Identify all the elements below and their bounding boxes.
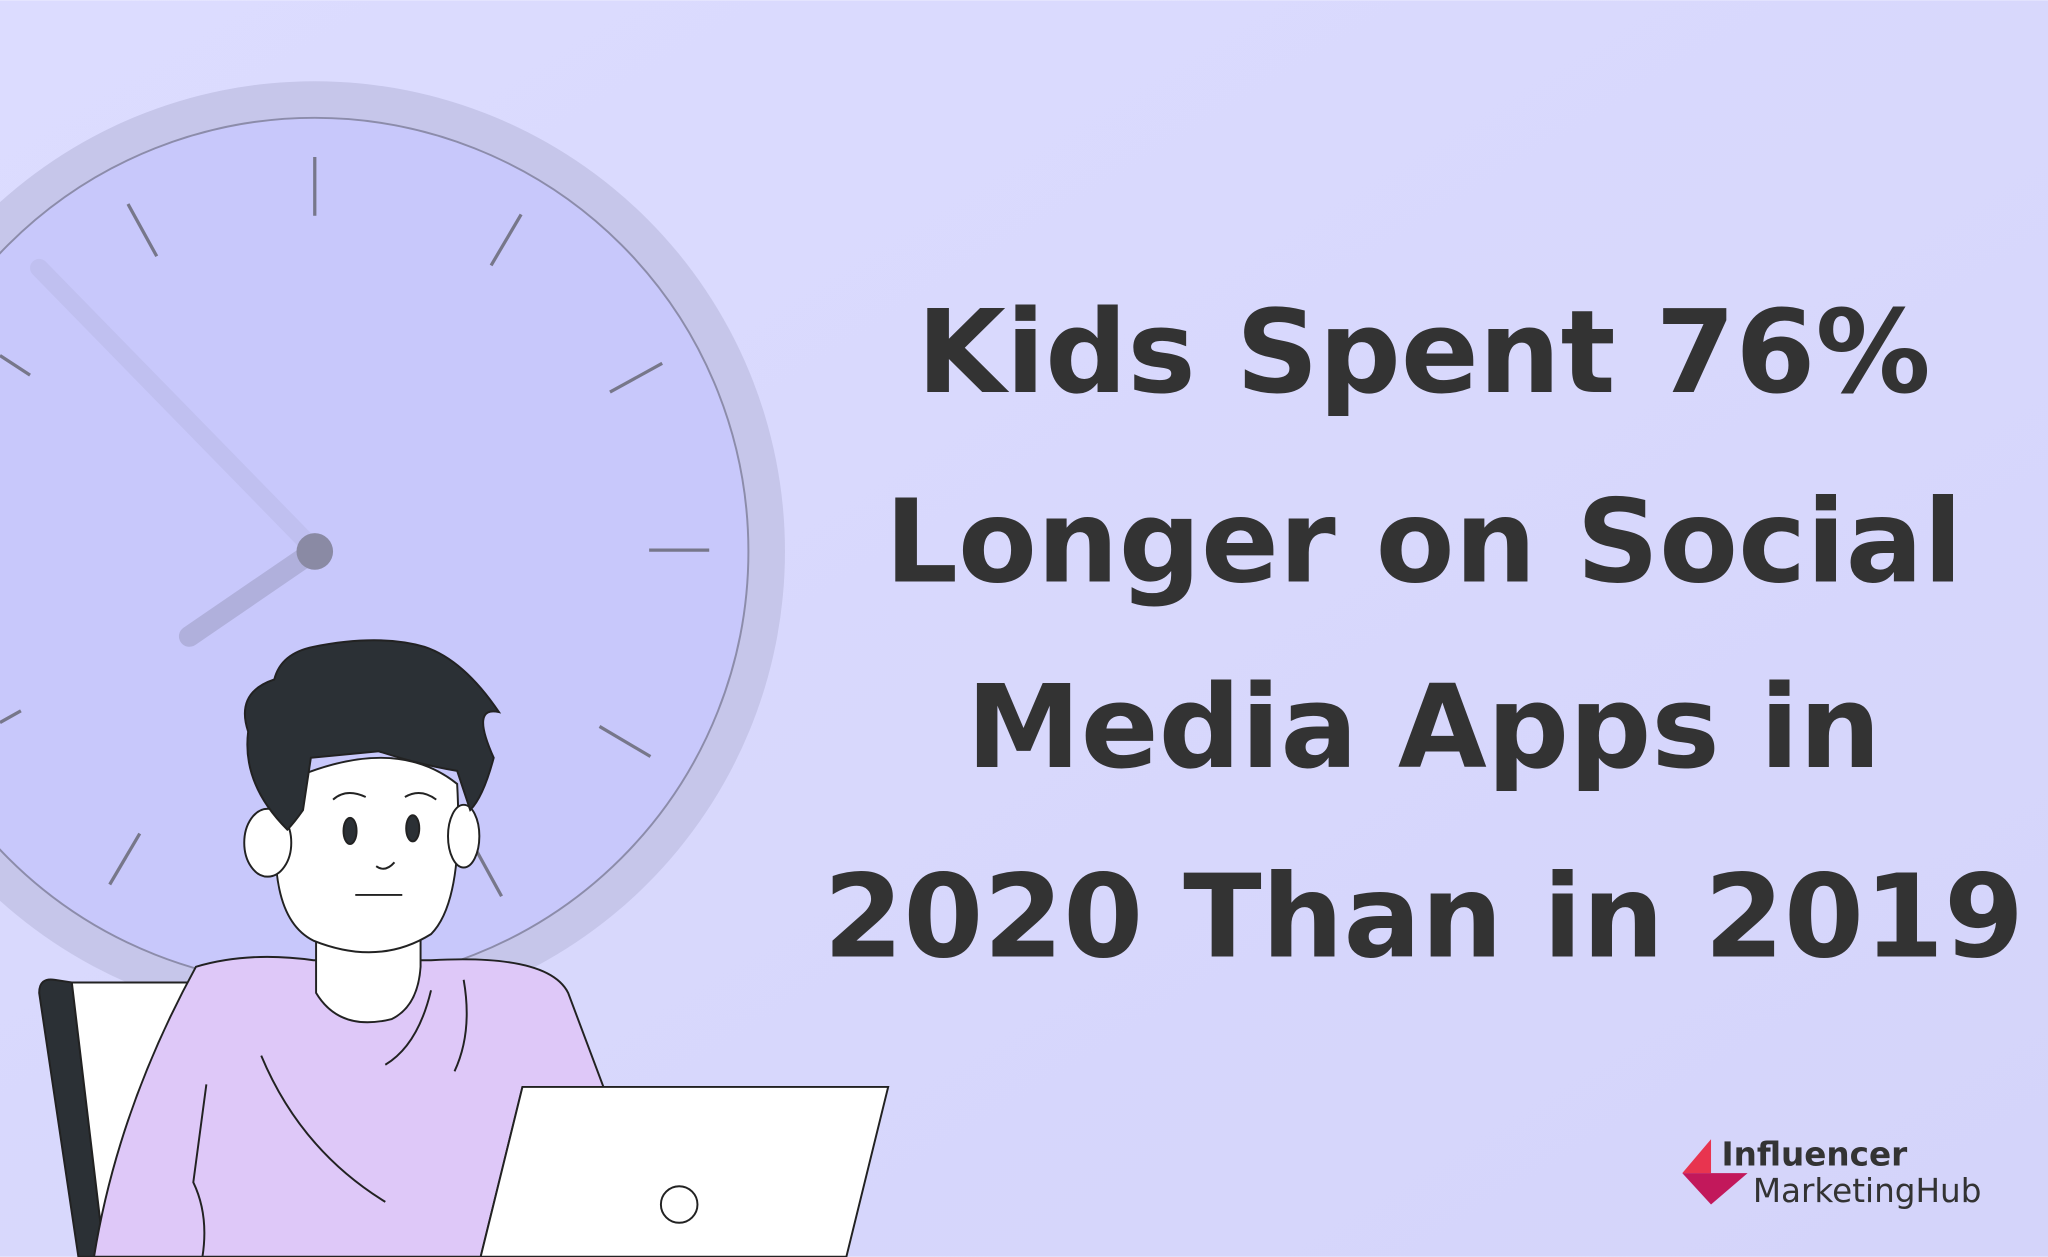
face-lines	[332, 792, 437, 896]
shirt	[93, 955, 605, 1257]
headline-line: Media Apps in	[966, 661, 1881, 795]
laptop-logo	[659, 1185, 699, 1224]
eye-right	[405, 814, 421, 843]
logo-text: Influencer	[1721, 1135, 1907, 1173]
logo-mark	[1682, 1173, 1748, 1205]
clock-center	[296, 533, 334, 570]
clock	[0, 81, 785, 1022]
ear-left	[243, 807, 293, 878]
headline: Kids Spent 76% Longer on Social Media Ap…	[823, 286, 2024, 984]
hour-hand	[178, 540, 324, 647]
face	[274, 756, 460, 954]
headline-line: Kids Spent 76%	[917, 286, 1931, 420]
headline-line: 2020 Than in 2019	[823, 850, 2024, 984]
minute-hand	[30, 258, 323, 558]
person	[38, 639, 890, 1257]
eye-left	[342, 816, 358, 845]
laptop	[479, 1085, 890, 1257]
hair	[243, 639, 502, 832]
ear-right	[447, 803, 481, 869]
headline-line: Longer on Social	[885, 475, 1963, 609]
shirt-lines	[192, 979, 468, 1257]
logo-text: MarketingHub	[1753, 1172, 1982, 1210]
